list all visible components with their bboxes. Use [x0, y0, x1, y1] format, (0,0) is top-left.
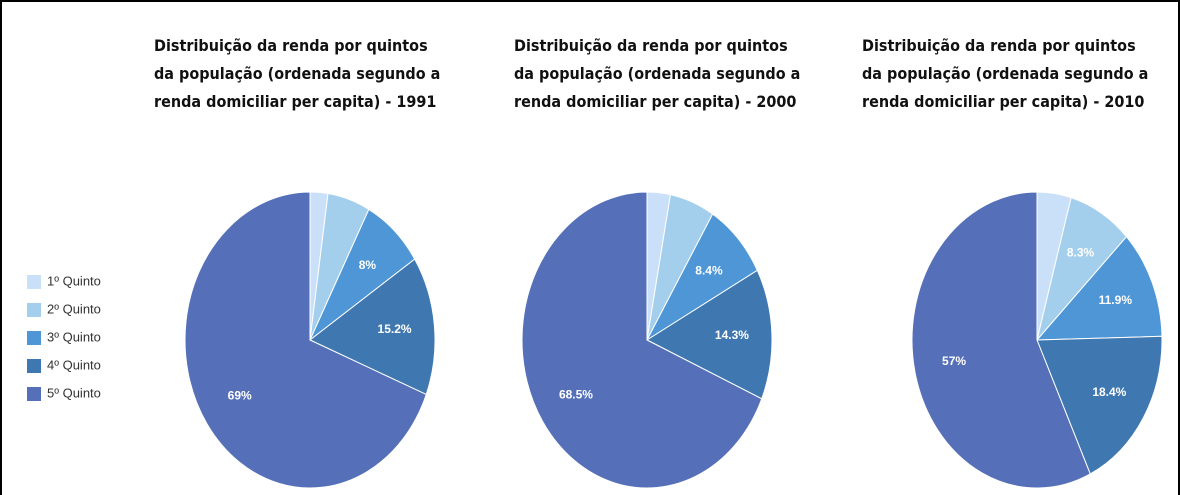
data-label: 8.3%: [1067, 246, 1095, 260]
data-label: 68.5%: [559, 387, 593, 401]
legend-swatch: [27, 387, 41, 401]
legend-label: 5º Quinto: [47, 385, 101, 400]
pie-slice: [645, 269, 773, 400]
data-label: 18.4%: [1092, 385, 1126, 399]
chart-title: Distribuição da renda por quintos da pop…: [514, 36, 801, 111]
chart-title: Distribuição da renda por quintos da pop…: [862, 36, 1149, 111]
legend-swatch: [27, 303, 41, 317]
legend-swatch: [27, 275, 41, 289]
data-label: 8.4%: [695, 263, 723, 277]
pie-slice: [1035, 235, 1163, 341]
data-label: 69%: [228, 389, 252, 403]
pie-slice: [911, 191, 1091, 489]
pie-slice: [184, 191, 427, 489]
data-label: 14.3%: [715, 328, 749, 342]
legend-swatch: [27, 359, 41, 373]
legend-label: 3º Quinto: [47, 329, 101, 344]
data-label: 15.2%: [378, 322, 412, 336]
chart-title: Distribuição da renda por quintos da pop…: [154, 36, 441, 111]
legend-label: 2º Quinto: [47, 301, 101, 316]
data-label: 57%: [942, 354, 966, 368]
pie-slice: [309, 258, 436, 396]
pie-slice: [521, 191, 763, 489]
pie-slice: [1036, 335, 1163, 475]
legend-swatch: [27, 331, 41, 345]
legend-label: 4º Quinto: [47, 357, 101, 372]
data-label: 8%: [359, 258, 377, 272]
legend-label: 1º Quinto: [47, 273, 101, 288]
data-label: 11.9%: [1099, 293, 1133, 307]
